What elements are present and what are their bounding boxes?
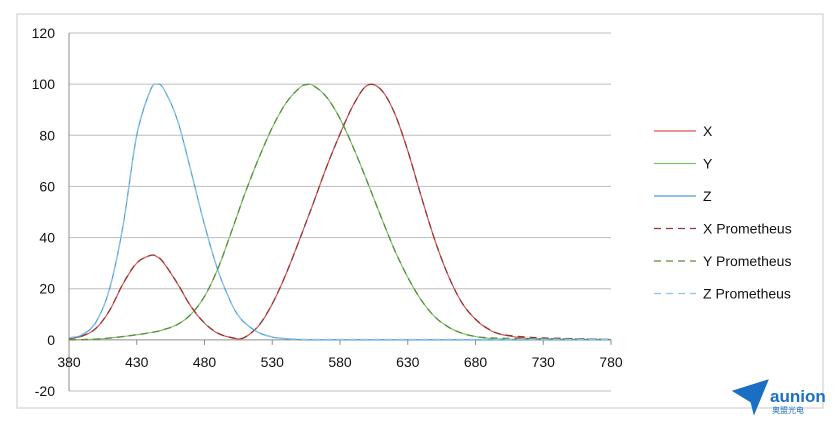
y-tick-label: 0	[47, 332, 55, 348]
aunion-logo: aunion 奥盟光电	[731, 379, 826, 416]
legend-label-z-prometheus: Z Prometheus	[703, 286, 791, 302]
logo-name: aunion	[770, 387, 826, 406]
legend-label-x-prometheus: X Prometheus	[703, 221, 792, 237]
legend-label-y-prometheus: Y Prometheus	[703, 253, 791, 269]
series-line-y-prometheus	[68, 83, 612, 341]
x-tick-label: 680	[464, 354, 488, 370]
x-tick-label: 630	[396, 354, 420, 370]
plot-area	[68, 83, 612, 341]
series-line-z-prometheus	[68, 83, 611, 341]
x-tick-label: 530	[261, 354, 285, 370]
legend-label-y: Y	[703, 156, 713, 172]
legend-label-x: X	[703, 123, 713, 139]
x-tick-label: 780	[599, 354, 623, 370]
x-tick-label: 480	[193, 354, 217, 370]
series-line-x-prometheus	[68, 83, 612, 340]
y-axis-tick-labels: -20 0 20 40 60 80 100 120	[32, 25, 56, 399]
y-tick-label: 80	[39, 127, 55, 143]
x-tick-label: 380	[57, 354, 81, 370]
y-tick-label: 100	[32, 76, 56, 92]
x-axis-tick-labels: 380 430 480 530 580 630 680 730 780	[57, 354, 623, 370]
paper-plane-icon	[731, 379, 769, 416]
x-tick-label: 730	[532, 354, 556, 370]
y-tick-label: -20	[35, 383, 55, 399]
legend-label-z: Z	[703, 188, 712, 204]
x-tick-label: 430	[125, 354, 149, 370]
x-tick-label: 580	[328, 354, 352, 370]
y-tick-label: 20	[39, 281, 55, 297]
y-tick-label: 60	[39, 178, 55, 194]
y-tick-label: 40	[39, 230, 55, 246]
logo-subtitle: 奥盟光电	[772, 405, 804, 415]
legend: X YZ X Prometheus Y Prometheus Z Prometheus	[654, 123, 792, 302]
y-tick-label: 120	[32, 25, 56, 41]
chart-border	[16, 13, 824, 409]
